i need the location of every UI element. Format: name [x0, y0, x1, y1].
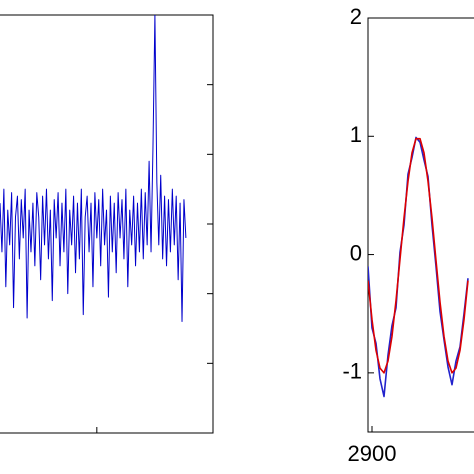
y-tick-label: 1: [350, 122, 362, 147]
data-line: [368, 136, 469, 398]
data-line: [368, 137, 469, 374]
y-tick-label: 2: [350, 4, 362, 29]
y-tick-label: 0: [350, 240, 362, 265]
data-line: [0, 15, 187, 323]
x-tick-label: 2900: [348, 441, 397, 466]
plot-area: [0, 15, 187, 323]
plot-area: [368, 136, 469, 398]
y-tick-label: -1: [342, 359, 362, 384]
right-axes-frame: [367, 17, 474, 433]
